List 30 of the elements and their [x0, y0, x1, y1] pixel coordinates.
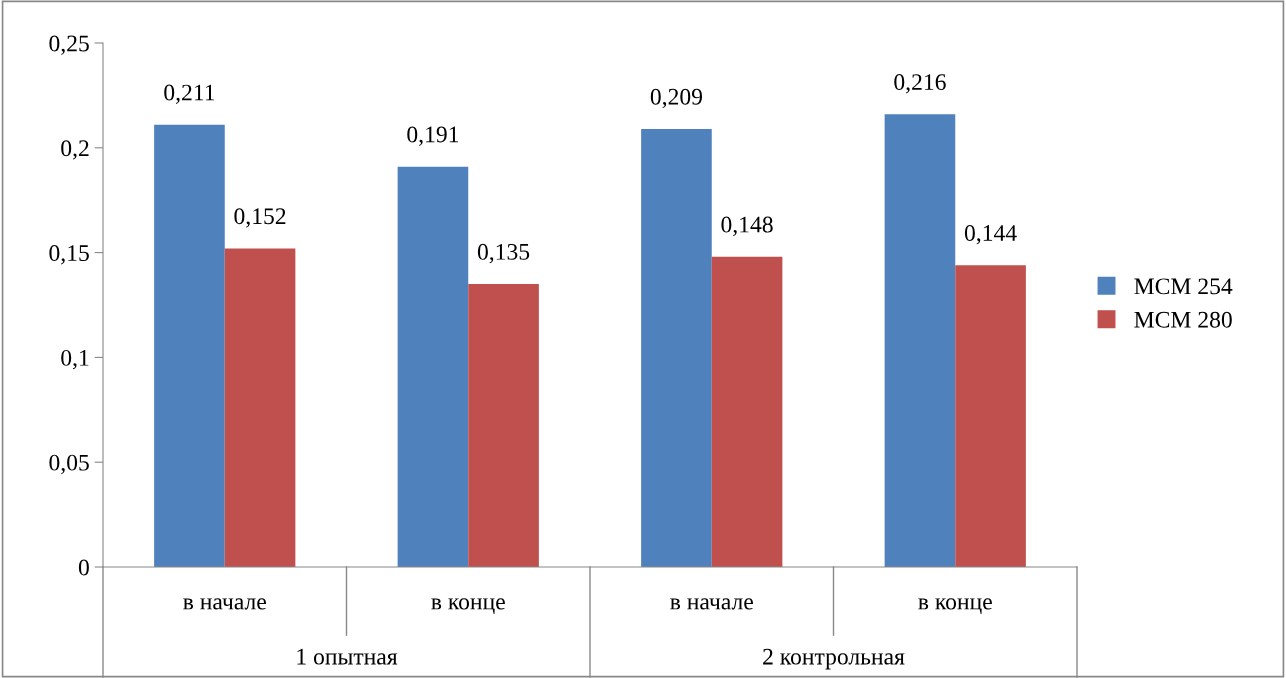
y-tick-label: 0 — [78, 559, 89, 576]
data-label: 0,216 — [894, 74, 946, 94]
y-tick-label: 0,15 — [49, 245, 89, 265]
bar — [955, 265, 1026, 567]
data-label: 0,135 — [477, 243, 530, 264]
x-tick-label: в конце — [431, 598, 505, 614]
legend-label: МСМ 280 — [1134, 311, 1232, 328]
x-tick-label: в начале — [670, 598, 753, 610]
bar — [154, 124, 225, 567]
x-tick-label: в конце — [918, 598, 992, 614]
legend-label: МСМ 254 — [1134, 278, 1233, 295]
y-tick-label: 0,1 — [61, 349, 89, 370]
bar — [397, 166, 469, 567]
y-tick-label: 0,25 — [49, 35, 89, 55]
text: 2 контрольная — [763, 648, 905, 670]
data-label: 0,211 — [164, 84, 215, 104]
y-tick-label: 0,2 — [61, 140, 89, 160]
text: 1 опытная — [297, 648, 398, 665]
data-label: 0,144 — [964, 225, 1017, 245]
x-tick-label: в начале — [183, 598, 266, 610]
data-label: 0,209 — [650, 88, 703, 109]
bar — [641, 128, 712, 567]
data-label: 0,191 — [407, 126, 459, 146]
data-label: 0,152 — [234, 208, 286, 228]
bar — [224, 248, 296, 567]
data-label: 0,148 — [721, 216, 773, 236]
bar — [711, 256, 783, 567]
bar — [468, 284, 539, 567]
y-tick-label: 0,05 — [49, 454, 89, 475]
bar — [884, 114, 956, 567]
